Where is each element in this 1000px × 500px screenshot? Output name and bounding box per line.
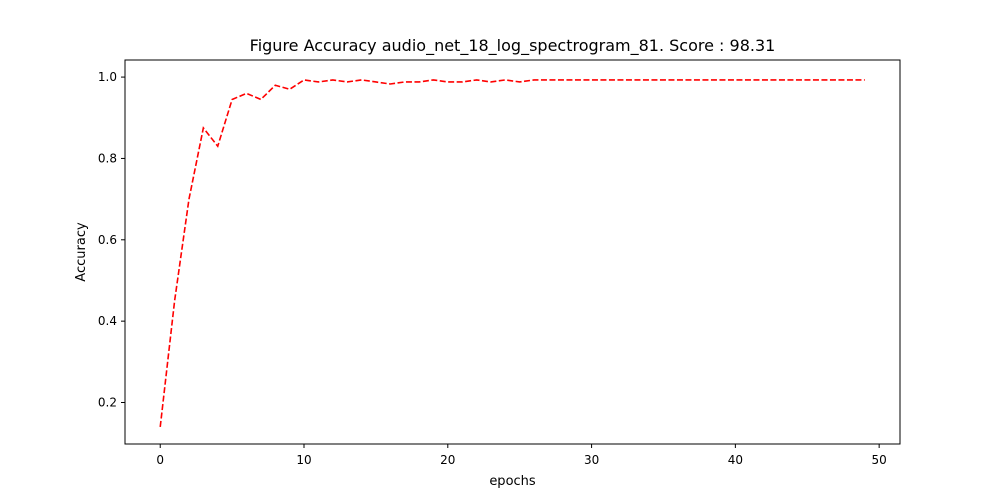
y-tick-label: 0.6 bbox=[98, 233, 117, 247]
plot-frame bbox=[124, 59, 901, 445]
x-tick-label: 20 bbox=[440, 453, 455, 467]
x-tick-label: 50 bbox=[872, 453, 887, 467]
y-tick-label: 0.8 bbox=[98, 151, 117, 165]
accuracy-series-line bbox=[159, 79, 865, 428]
x-tick-label: 10 bbox=[296, 453, 311, 467]
chart-title: Figure Accuracy audio_net_18_log_spectro… bbox=[250, 36, 776, 56]
x-axis-label: epochs bbox=[489, 474, 536, 489]
y-axis-label: Accuracy bbox=[74, 222, 89, 282]
y-tick-label: 0.2 bbox=[98, 396, 117, 410]
x-axis: 0 10 20 30 40 50 bbox=[156, 444, 887, 467]
x-tick-label: 0 bbox=[156, 453, 164, 467]
y-tick-label: 0.4 bbox=[98, 314, 117, 328]
x-tick-label: 40 bbox=[728, 453, 743, 467]
y-axis: 0.2 0.4 0.6 0.8 1.0 bbox=[98, 70, 125, 410]
x-tick-label: 30 bbox=[584, 453, 599, 467]
y-tick-label: 1.0 bbox=[98, 70, 117, 84]
